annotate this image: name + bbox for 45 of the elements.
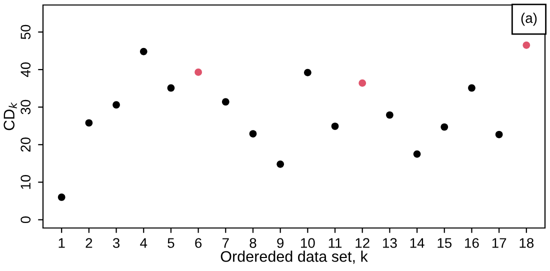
x-tick-label: 11 xyxy=(328,238,342,248)
annotation: (a) xyxy=(521,12,537,26)
point xyxy=(413,150,421,158)
point xyxy=(167,84,175,92)
x-axis-title: Ordereded data set, k xyxy=(220,250,368,264)
y-axis-title: CD$_{k}$ xyxy=(4,102,17,130)
y-tick-label: 0 xyxy=(20,216,31,224)
x-tick-label: 3 xyxy=(112,238,120,248)
point xyxy=(85,119,93,127)
point xyxy=(358,79,366,87)
x-tick-label: 17 xyxy=(492,238,506,248)
x-tick-label: 16 xyxy=(465,238,479,248)
x-tick-label: 15 xyxy=(438,238,452,248)
x-tick-label: 14 xyxy=(410,238,424,248)
x-tick-label: 10 xyxy=(301,238,315,248)
x-tick-label: 4 xyxy=(140,238,148,248)
point xyxy=(140,48,148,56)
x-tick-label: 8 xyxy=(250,238,256,248)
point xyxy=(386,111,394,119)
x-tick-label: 12 xyxy=(356,238,370,248)
point xyxy=(522,41,530,49)
point xyxy=(194,68,202,76)
point xyxy=(331,122,339,130)
y-tick-label: 30 xyxy=(20,100,31,114)
point xyxy=(495,130,503,138)
point xyxy=(440,123,448,131)
y-tick-label: 10 xyxy=(20,175,31,189)
x-tick-label: 5 xyxy=(168,238,174,248)
x-tick-label: 7 xyxy=(222,238,229,248)
y-tick-label: 50 xyxy=(20,24,31,40)
x-tick-label: 1 xyxy=(58,238,65,248)
y-tick-label: 20 xyxy=(20,137,31,152)
point xyxy=(276,160,284,168)
point xyxy=(249,130,257,138)
x-tick-label: 2 xyxy=(86,238,92,248)
x-tick-label: 18 xyxy=(520,238,534,248)
point xyxy=(304,68,312,76)
x-tick-label: 13 xyxy=(383,238,397,248)
x-tick-label: 9 xyxy=(277,238,284,248)
point xyxy=(58,194,66,201)
point xyxy=(468,84,476,92)
x-tick-label: 6 xyxy=(195,238,202,248)
point xyxy=(222,98,230,106)
point xyxy=(112,101,120,109)
y-tick-label: 40 xyxy=(20,62,31,77)
